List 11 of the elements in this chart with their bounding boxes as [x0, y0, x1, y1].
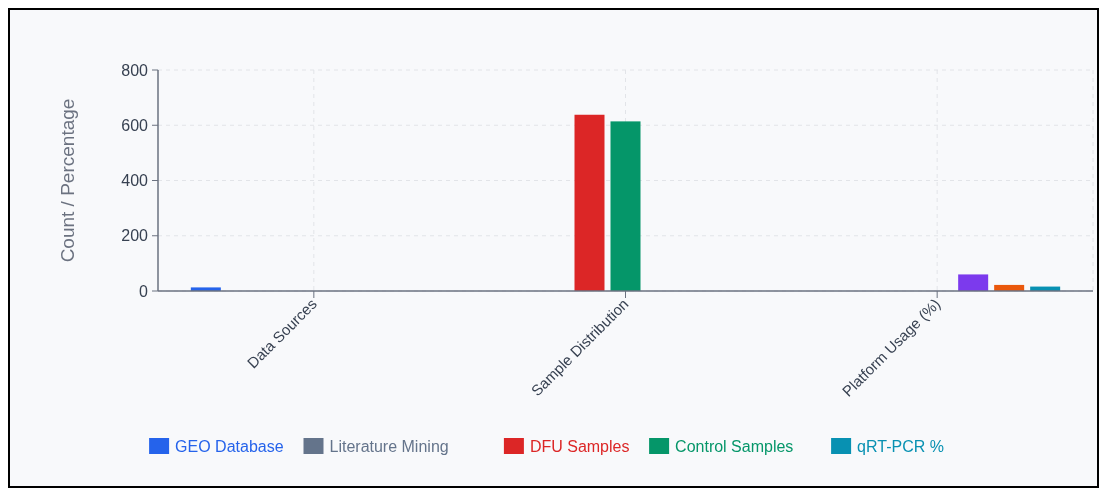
y-tick-label: 200 [121, 227, 149, 245]
legend-label: Literature Mining [329, 437, 449, 455]
y-tick-label: 0 [139, 282, 149, 300]
legend-label: Control Samples [675, 437, 794, 455]
legend-label: GEO Database [175, 437, 284, 455]
y-axis-title: Count / Percentage [57, 98, 78, 263]
y-tick-label: 400 [121, 172, 149, 190]
legend-label: qRT-PCR % [857, 437, 944, 455]
y-tick-label: 800 [121, 61, 149, 79]
y-tick-label: 600 [121, 116, 149, 134]
legend-label: DFU Samples [529, 437, 630, 455]
